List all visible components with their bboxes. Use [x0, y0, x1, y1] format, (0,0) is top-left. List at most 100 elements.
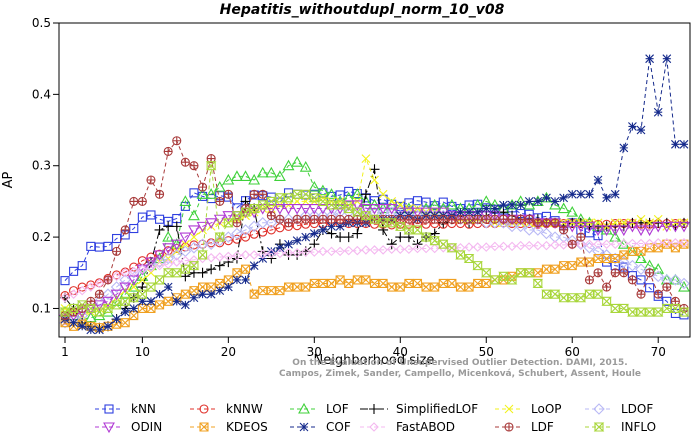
data-point-kdeos [593, 253, 603, 264]
data-point-ldf [662, 282, 672, 292]
data-point-ldf [198, 182, 208, 192]
data-point-inflo [291, 189, 303, 199]
data-point-cof [636, 125, 646, 135]
data-point-ldf [326, 214, 337, 224]
data-point-lof [428, 198, 441, 210]
data-point-inflo [661, 303, 673, 314]
data-point-fastabod [378, 245, 388, 255]
data-point-inflo [420, 232, 432, 242]
data-point-fastabod [163, 259, 173, 269]
data-point-fastabod [619, 238, 629, 249]
data-point-fastabod [275, 248, 285, 259]
data-point-inflo [369, 214, 380, 224]
data-point-cof [129, 304, 139, 313]
data-point-knn [335, 190, 345, 200]
series-line-knnw [64, 222, 684, 297]
data-point-cof [456, 207, 465, 217]
data-point-inflo [549, 289, 561, 299]
data-point-kdeos [163, 296, 173, 306]
data-point-fastabod [60, 292, 70, 303]
data-point-fastabod [576, 239, 586, 250]
data-point-inflo [111, 300, 122, 310]
data-point-kdeos [180, 289, 190, 299]
data-point-ldf [619, 268, 629, 278]
legend-item-lof: LOF [290, 402, 349, 416]
data-point-loop [370, 175, 379, 185]
data-point-simplifiedlof [206, 264, 217, 275]
data-point-odin [635, 225, 647, 237]
data-point-fastabod [507, 241, 517, 252]
data-point-cof [473, 207, 483, 217]
data-point-ldof [600, 249, 613, 261]
data-point-fastabod [455, 243, 466, 253]
data-point-kdeos [206, 282, 216, 292]
legend-item-odin: ODIN [95, 420, 162, 434]
data-point-kdeos [318, 278, 328, 289]
legend-label: FastABOD [396, 420, 455, 434]
data-point-simplifiedlof [292, 249, 303, 260]
data-point-simplifiedlof [335, 232, 346, 243]
data-point-ldof [213, 234, 226, 247]
data-point-kdeos [129, 311, 139, 321]
data-point-cof [628, 122, 637, 131]
data-point-cof [77, 321, 87, 331]
data-point-odin [359, 203, 372, 215]
data-point-ldf [653, 289, 663, 299]
x-axis-label: Neighborhood size [314, 353, 435, 368]
data-point-cof [189, 293, 199, 303]
data-point-inflo [102, 303, 114, 314]
data-point-knn [155, 214, 165, 224]
data-point-fastabod [558, 240, 569, 250]
data-point-inflo [592, 289, 604, 299]
data-point-lof [308, 181, 321, 192]
data-point-ldf [567, 239, 577, 249]
data-point-cof [206, 289, 216, 299]
data-point-lof [127, 280, 140, 292]
y-axis-label: AP [1, 171, 16, 188]
data-point-fastabod [636, 238, 646, 249]
data-point-fastabod [404, 244, 414, 255]
data-point-simplifiedlof [343, 232, 354, 243]
legend-label: SimplifiedLOF [396, 402, 478, 416]
data-point-inflo [85, 303, 97, 314]
data-point-inflo [274, 193, 286, 203]
data-point-fastabod [180, 255, 191, 266]
data-point-ldf [404, 214, 414, 224]
data-point-cof [679, 139, 689, 149]
data-point-fastabod [369, 245, 380, 255]
data-point-ldf [636, 289, 646, 299]
data-point-kdeos [232, 268, 242, 278]
data-point-inflo [145, 282, 157, 292]
data-point-odin [316, 203, 329, 215]
x-tick-label: 60 [565, 345, 580, 359]
legend-label: ODIN [131, 420, 162, 434]
x-tick-label: 10 [135, 345, 150, 359]
data-point-cof [241, 275, 250, 285]
data-point-knn [103, 241, 113, 251]
data-point-kdeos [361, 275, 371, 285]
data-point-ldof [549, 231, 561, 243]
data-point-inflo [326, 200, 337, 210]
data-point-knn [344, 186, 354, 196]
data-point-inflo [248, 203, 260, 214]
data-point-inflo [317, 196, 329, 206]
data-point-fastabod [300, 247, 311, 257]
x-tick-label: 30 [307, 345, 322, 359]
data-point-kdeos [137, 303, 147, 314]
data-point-lof [196, 188, 209, 199]
data-point-odin [179, 232, 192, 244]
data-point-ldf [137, 196, 147, 206]
data-point-cof [69, 318, 78, 328]
data-point-ldof [506, 220, 518, 233]
data-point-kdeos [292, 282, 302, 292]
data-point-simplifiedlof [283, 249, 294, 260]
data-point-kdeos [301, 282, 311, 292]
data-point-knn [404, 198, 414, 208]
data-point-inflo [154, 275, 165, 285]
data-point-kdeos [258, 286, 268, 296]
data-point-ldf [447, 214, 457, 224]
data-point-ldof [678, 277, 690, 290]
data-point-odin [566, 221, 579, 233]
data-point-ldf [507, 214, 517, 224]
data-point-inflo [403, 225, 415, 235]
